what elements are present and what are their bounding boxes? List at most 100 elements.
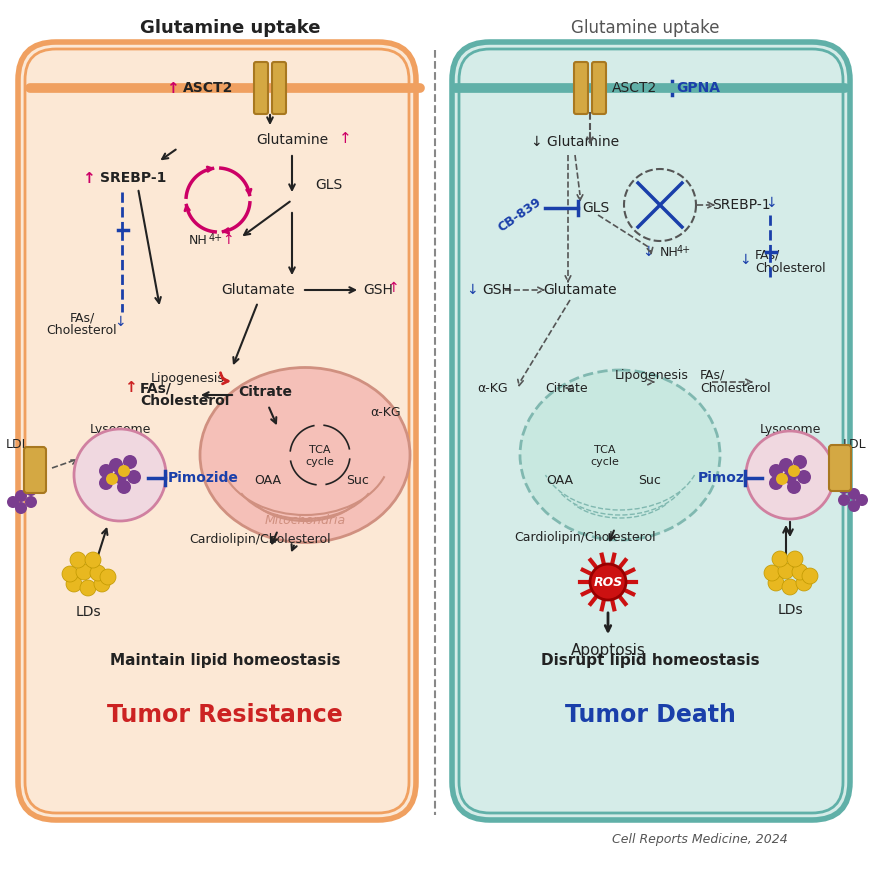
Text: NH: NH [189,233,208,246]
Text: Pimozide: Pimozide [168,471,239,485]
Text: ↑: ↑ [222,233,234,247]
Text: Pimozide: Pimozide [697,471,768,485]
Text: FAs/: FAs/ [70,311,95,324]
Ellipse shape [200,367,409,543]
Text: SREBP-1: SREBP-1 [100,171,166,185]
Circle shape [768,476,782,490]
Circle shape [100,569,116,585]
Circle shape [778,458,792,472]
Text: Mitochondria: Mitochondria [264,514,345,526]
Circle shape [775,473,787,485]
FancyBboxPatch shape [591,62,606,114]
Circle shape [782,470,796,484]
Circle shape [94,576,109,592]
Circle shape [116,480,131,494]
Text: ROS: ROS [593,575,622,588]
Text: Disrupt lipid homeostasis: Disrupt lipid homeostasis [540,652,759,667]
Circle shape [127,470,141,484]
Text: Suc: Suc [346,474,369,487]
Circle shape [106,473,118,485]
Circle shape [791,564,807,580]
Circle shape [113,470,127,484]
Text: ↓: ↓ [114,315,126,329]
Circle shape [796,470,810,484]
Circle shape [855,494,867,506]
Text: cycle: cycle [590,457,619,467]
Text: OAA: OAA [255,474,282,487]
Text: ↑: ↑ [338,131,351,146]
FancyBboxPatch shape [828,445,850,491]
Text: ↓: ↓ [739,253,750,267]
Text: TCA: TCA [308,445,330,455]
Text: ↓: ↓ [765,196,776,210]
Circle shape [70,552,86,568]
Text: OAA: OAA [546,474,573,487]
Circle shape [795,575,811,591]
Text: ↑: ↑ [165,81,178,96]
Circle shape [99,464,113,478]
Circle shape [99,476,113,490]
Text: LDs: LDs [776,603,802,617]
Text: Cardiolipin/Cholesterol: Cardiolipin/Cholesterol [514,531,655,545]
Text: Cholesterol: Cholesterol [700,381,770,395]
Circle shape [15,490,27,502]
Text: GLS: GLS [315,178,342,192]
Circle shape [109,458,123,472]
Text: Glutamine uptake: Glutamine uptake [140,19,320,37]
Text: ↓: ↓ [641,245,653,259]
FancyBboxPatch shape [574,62,587,114]
Text: TCA: TCA [594,445,615,455]
Circle shape [768,464,782,478]
FancyBboxPatch shape [254,62,268,114]
Text: Lipogenesis: Lipogenesis [614,368,688,381]
Circle shape [745,431,833,519]
FancyBboxPatch shape [272,62,286,114]
Text: LDs: LDs [75,605,101,619]
Text: Maintain lipid homeostasis: Maintain lipid homeostasis [109,652,340,667]
Text: Tumor Resistance: Tumor Resistance [107,703,342,727]
Circle shape [80,580,96,596]
FancyBboxPatch shape [24,447,46,493]
Circle shape [7,496,19,508]
Circle shape [837,482,849,494]
Circle shape [118,465,129,477]
Circle shape [25,484,37,496]
Text: NH: NH [660,246,678,259]
Circle shape [123,455,136,469]
Text: FAs/: FAs/ [754,248,779,261]
Text: GPNA: GPNA [675,81,720,95]
Circle shape [90,565,106,581]
Text: Citrate: Citrate [238,385,292,399]
Circle shape [589,564,626,600]
Text: Glutamate: Glutamate [542,283,616,297]
Circle shape [792,455,806,469]
Text: Apoptosis: Apoptosis [570,643,645,658]
Text: LDL: LDL [6,438,30,451]
FancyBboxPatch shape [18,42,415,820]
Text: CB-839: CB-839 [495,196,543,234]
Text: ↑: ↑ [387,281,398,295]
Circle shape [787,465,799,477]
Text: ↓: ↓ [466,283,477,297]
Text: Citrate: Citrate [544,381,587,395]
Circle shape [74,429,166,521]
Text: Cardiolipin/Cholesterol: Cardiolipin/Cholesterol [189,533,330,546]
Circle shape [767,575,783,591]
Circle shape [15,502,27,514]
Text: ASCT2: ASCT2 [182,81,233,95]
Text: Lipogenesis: Lipogenesis [151,372,225,384]
Circle shape [85,552,101,568]
Circle shape [76,564,92,580]
Circle shape [837,494,849,506]
Text: α-KG: α-KG [476,381,507,395]
Circle shape [786,480,800,494]
Text: Glutamine uptake: Glutamine uptake [570,19,719,37]
Text: FAs/: FAs/ [140,381,172,395]
Text: SREBP-1: SREBP-1 [711,198,770,212]
Text: Suc: Suc [638,474,660,487]
Text: Cholesterol: Cholesterol [47,324,117,337]
Circle shape [62,566,78,582]
Text: GSH: GSH [362,283,393,297]
Circle shape [763,565,779,581]
Text: Lysosome: Lysosome [90,424,150,437]
